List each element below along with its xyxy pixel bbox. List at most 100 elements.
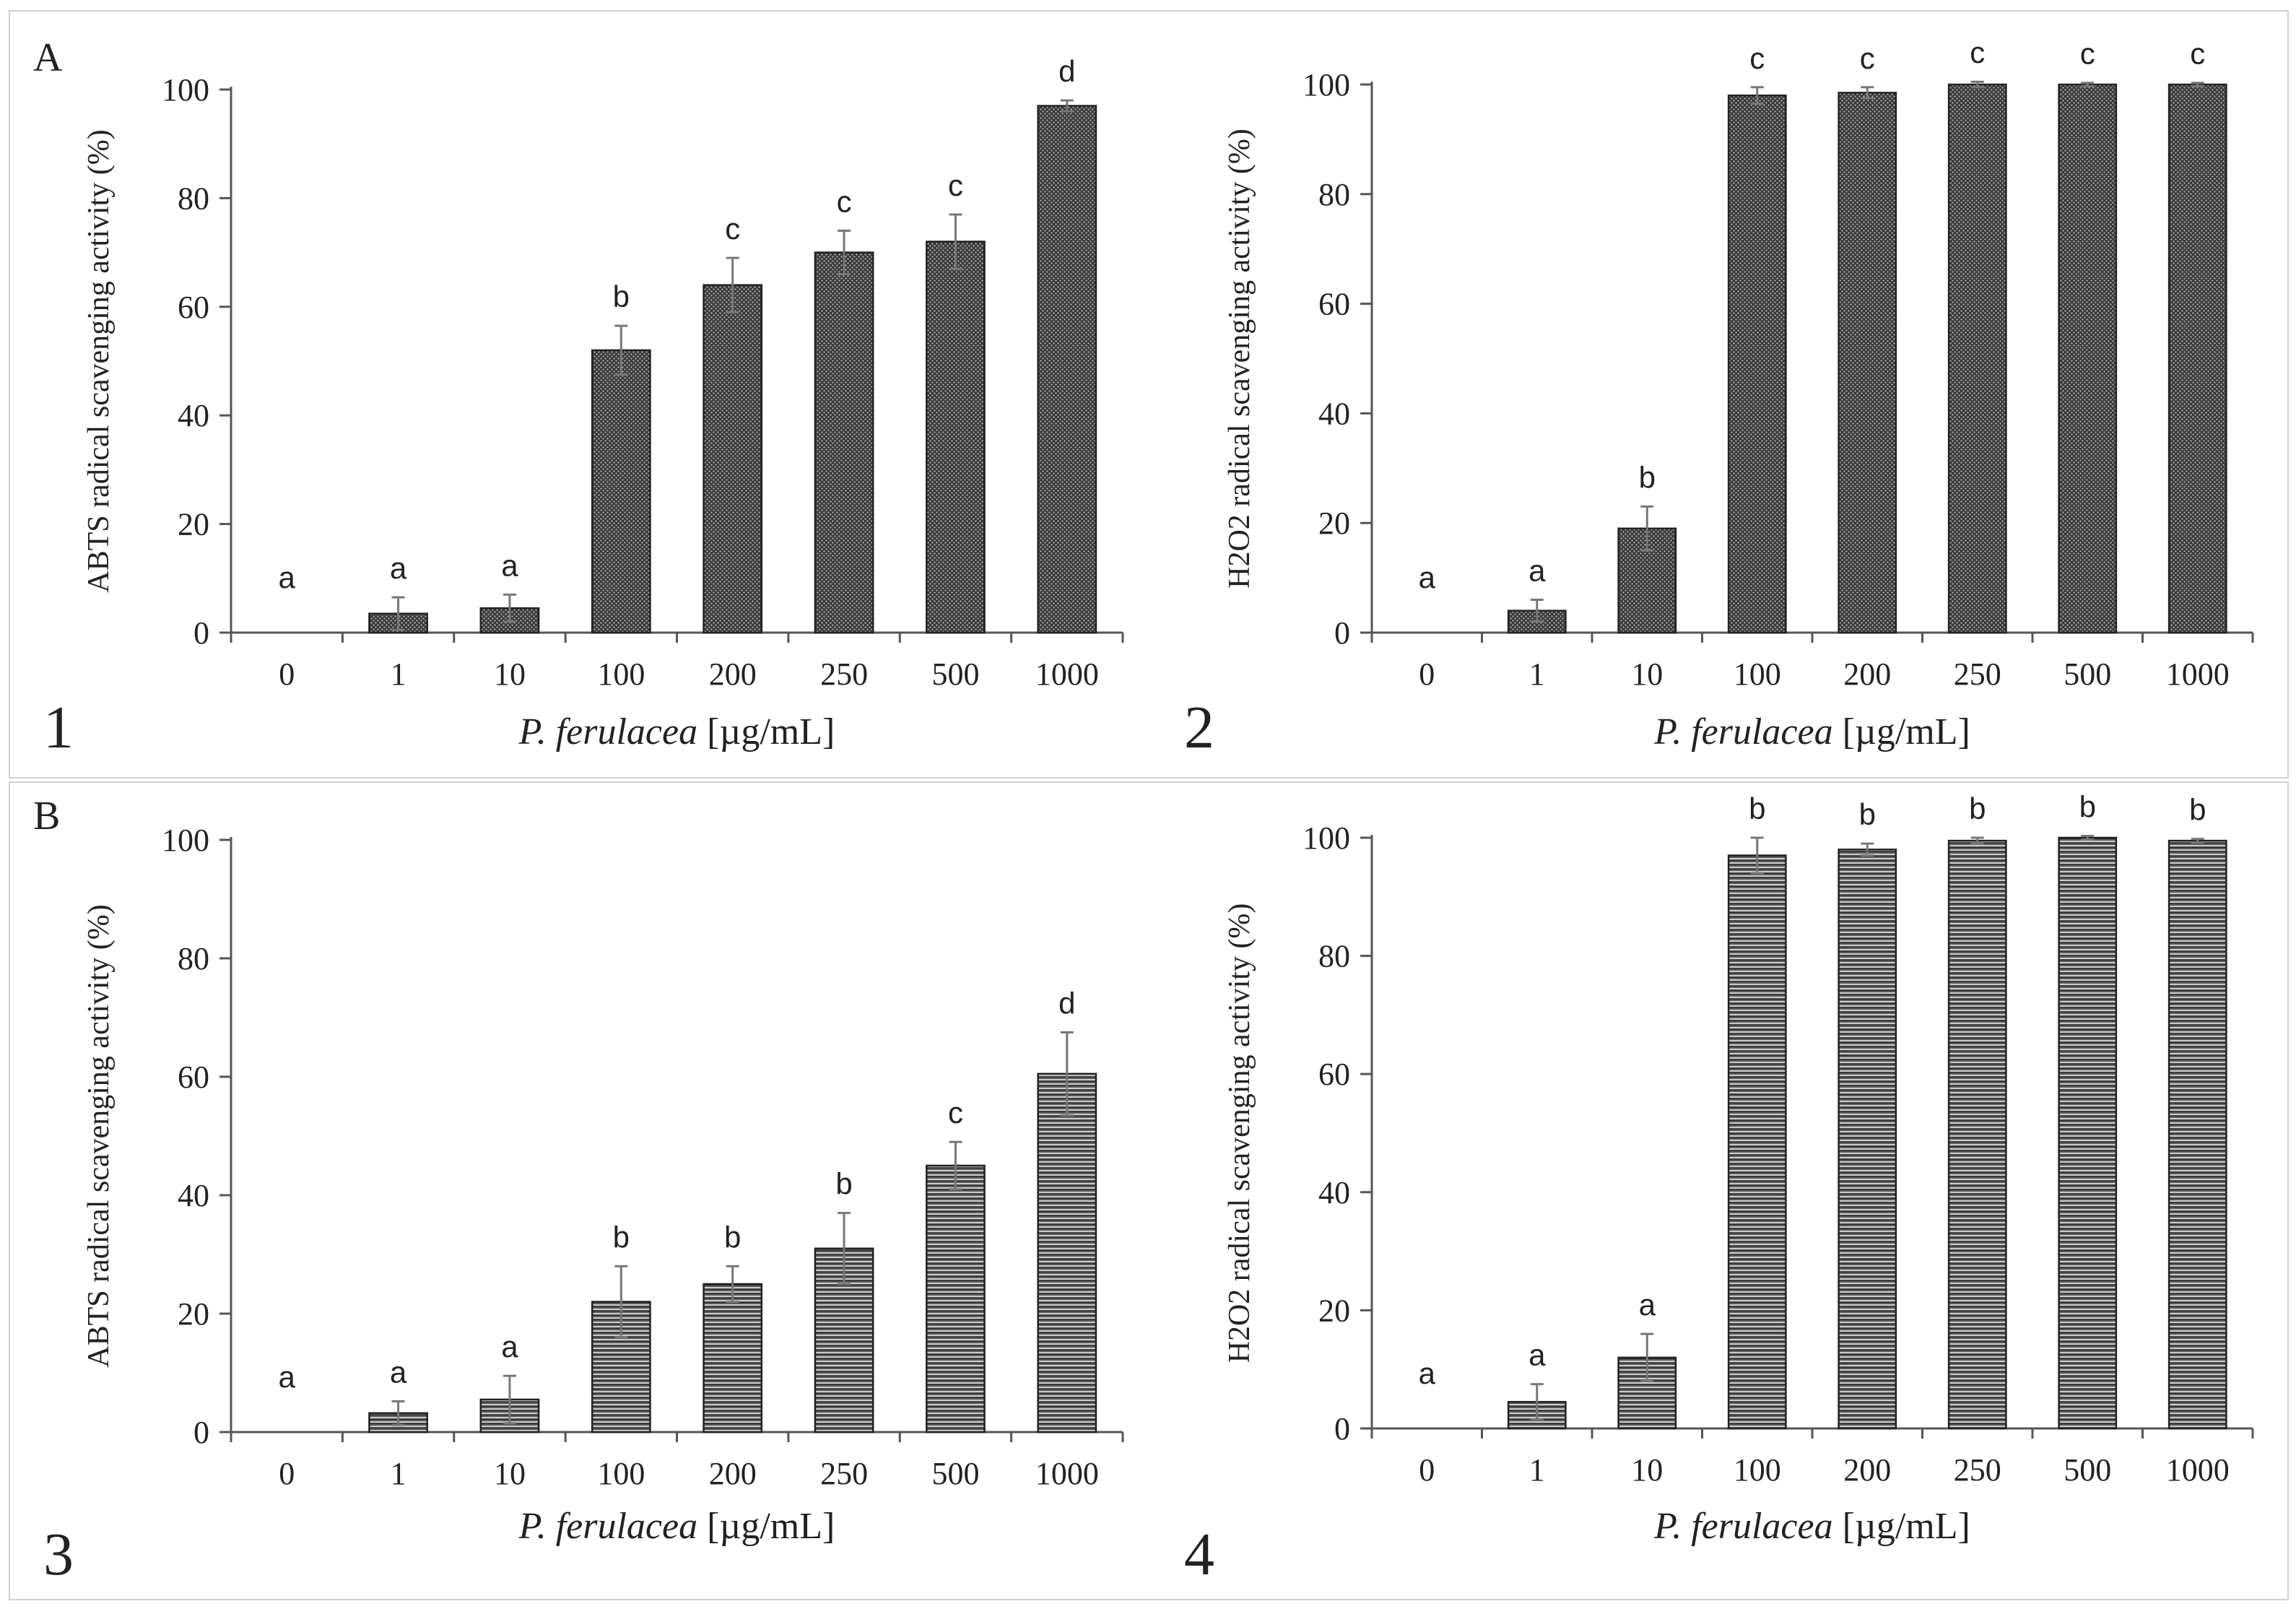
bar-200 [1838, 92, 1897, 634]
x-tick-label: 200 [709, 656, 757, 692]
section-b-label: B [33, 794, 60, 838]
significance-label: c [948, 1096, 963, 1129]
x-axis-title: P. ferulacea [µg/mL] [518, 711, 835, 753]
bar-100 [591, 1301, 651, 1434]
bar-250 [814, 251, 874, 634]
x-tick-label: 100 [597, 1456, 645, 1491]
significance-label: c [2190, 37, 2205, 71]
bar-100 [591, 349, 651, 634]
x-tick-label: 200 [1843, 656, 1891, 692]
y-tick-label: 0 [193, 1415, 209, 1450]
panel-number: 1 [43, 694, 74, 761]
significance-label: a [501, 548, 518, 582]
x-tick-label: 0 [279, 1456, 295, 1491]
bar-250 [1947, 839, 2007, 1430]
y-tick-label: 0 [1334, 1411, 1350, 1447]
y-axis-title: ABTS radical scavenging activity (%) [82, 129, 116, 592]
x-tick-label: 1000 [2166, 656, 2230, 692]
x-axis-title-species: P. ferulacea [518, 711, 697, 753]
panel-number: 2 [1184, 694, 1214, 761]
y-tick-label: 60 [178, 290, 209, 325]
section-b-frame [9, 781, 2289, 1600]
significance-label: b [613, 279, 630, 313]
bar-1000 [1037, 1072, 1097, 1434]
significance-label: c [1749, 41, 1765, 75]
significance-label: a [390, 1355, 407, 1389]
x-tick-label: 1 [391, 656, 406, 692]
x-tick-label: 100 [597, 656, 645, 692]
y-tick-label: 40 [1318, 1175, 1350, 1210]
bar-200 [1838, 849, 1897, 1430]
significance-label: a [390, 551, 407, 585]
y-tick-label: 20 [178, 1296, 209, 1332]
y-tick-label: 40 [1318, 396, 1350, 431]
x-tick-label: 250 [1954, 1452, 2001, 1488]
x-tick-label: 250 [820, 656, 868, 692]
x-axis-title-species: P. ferulacea [1653, 711, 1832, 753]
y-axis-title: H2O2 radical scavenging activity (%) [1223, 903, 1256, 1363]
y-tick-label: 100 [1303, 67, 1350, 103]
x-axis-title: P. ferulacea [µg/mL] [518, 1506, 835, 1547]
significance-label: b [1859, 797, 1876, 831]
significance-label: d [1058, 986, 1075, 1020]
bar-1000 [1037, 105, 1097, 634]
significance-label: b [1749, 792, 1765, 825]
section-a-frame [9, 10, 2289, 779]
x-tick-label: 10 [494, 1456, 526, 1491]
x-tick-label: 1 [1529, 656, 1545, 692]
y-tick-label: 40 [178, 398, 209, 433]
significance-label: a [1419, 1356, 1436, 1390]
y-axis-title: ABTS radical scavenging activity (%) [82, 904, 116, 1367]
y-tick-label: 80 [178, 941, 209, 976]
significance-label: b [1969, 792, 1986, 825]
x-tick-label: 1000 [1035, 1456, 1099, 1491]
x-tick-label: 0 [279, 656, 295, 692]
significance-label: c [1970, 35, 1985, 69]
y-tick-label: 60 [178, 1059, 209, 1095]
x-tick-label: 1 [1529, 1452, 1545, 1488]
x-tick-label: 200 [1843, 1452, 1891, 1488]
x-tick-label: 1 [391, 1456, 406, 1491]
panel-number: 4 [1184, 1521, 1214, 1588]
x-axis-title-species: P. ferulacea [1653, 1506, 1832, 1547]
x-tick-label: 500 [931, 656, 979, 692]
y-axis-title: H2O2 radical scavenging activity (%) [1223, 129, 1256, 589]
y-tick-label: 0 [193, 615, 209, 651]
y-tick-label: 20 [178, 507, 209, 542]
significance-label: d [1058, 54, 1075, 88]
x-tick-label: 1000 [1035, 656, 1099, 692]
y-tick-label: 80 [1318, 939, 1350, 974]
x-axis-title: P. ferulacea [µg/mL] [1653, 711, 1970, 753]
x-axis-title: P. ferulacea [µg/mL] [1653, 1506, 1970, 1547]
x-tick-label: 10 [494, 656, 526, 692]
section-a-label: A [33, 35, 63, 80]
bar-500 [2058, 83, 2118, 634]
y-tick-label: 100 [162, 823, 209, 858]
x-tick-label: 1000 [2166, 1452, 2230, 1488]
x-tick-label: 500 [2064, 656, 2111, 692]
x-tick-label: 10 [1631, 656, 1663, 692]
x-tick-label: 0 [1419, 1452, 1435, 1488]
x-axis-title-unit: [µg/mL] [697, 1506, 835, 1547]
significance-label: c [948, 168, 963, 202]
x-tick-label: 500 [931, 1456, 979, 1491]
significance-label: a [1419, 560, 1436, 594]
bar-1000 [2167, 839, 2227, 1430]
chart-panel-2: 0204060801000a1a10b100c200c250c500c1000c… [1184, 35, 2254, 761]
significance-label: a [279, 1360, 296, 1394]
significance-label: b [724, 1220, 741, 1254]
significance-label: b [2079, 790, 2096, 824]
significance-label: c [2080, 37, 2095, 71]
significance-label: a [501, 1330, 518, 1363]
panel-number: 3 [43, 1521, 74, 1588]
x-axis-title-species: P. ferulacea [518, 1506, 697, 1547]
x-tick-label: 500 [2064, 1452, 2111, 1488]
y-tick-label: 60 [1318, 287, 1350, 322]
chart-panel-4: 0204060801000a1a10a100b200b250b500b1000b… [1184, 790, 2254, 1588]
bar-1000 [2167, 83, 2227, 634]
significance-label: b [2189, 793, 2206, 827]
x-tick-label: 0 [1419, 656, 1435, 692]
y-tick-label: 80 [178, 181, 209, 216]
x-axis-title-unit: [µg/mL] [1833, 1506, 1970, 1547]
